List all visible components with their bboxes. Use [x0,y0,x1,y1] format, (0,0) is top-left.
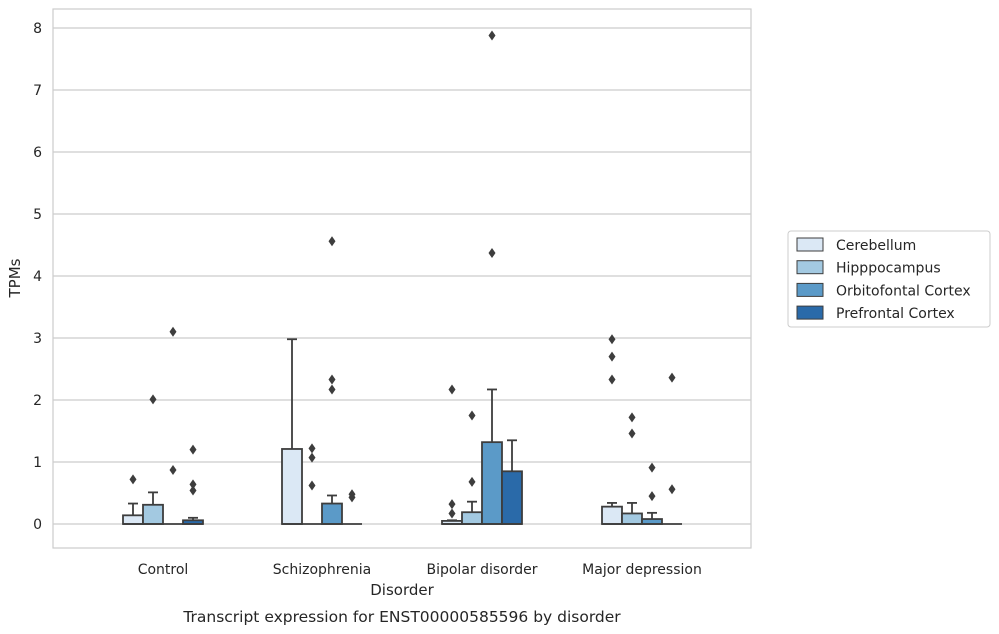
outlier-point [348,489,356,500]
outlier-point [328,374,336,385]
legend-swatch [796,305,824,320]
box-body [481,441,503,525]
legend-frame [787,230,991,328]
legend: Cerebellum Hipppocampus Orbitofontal Corte… [787,230,991,328]
box-body [281,448,303,525]
outlier-point [189,485,197,496]
y-tick-label: 0 [33,517,42,533]
y-tick-label: 4 [33,269,42,285]
box-body [601,505,623,525]
outlier-point [648,491,656,502]
box-group [321,236,343,525]
box-group [302,443,322,525]
legend-label: Cerebellum [836,238,916,254]
outlier-point [448,384,456,395]
box-body [122,514,144,525]
box-group [281,338,303,525]
outlier-point [149,394,157,405]
box-group [163,326,183,525]
outlier-point [608,334,616,345]
box-body [321,502,343,525]
y-tick-label: 1 [33,455,42,471]
outlier-point [668,484,676,495]
y-tick-label: 6 [33,145,42,161]
box-series [122,30,682,525]
x-tick-label: Control [138,562,189,578]
x-tick-label: Bipolar disorder [426,562,537,578]
plot-background [53,9,751,548]
box-group [142,394,164,525]
y-tick-label: 8 [33,21,42,37]
box-group [662,372,682,525]
outlier-point [328,384,336,395]
y-tick-label: 3 [33,331,42,347]
y-tick-label: 5 [33,207,42,223]
x-axis-label: Disorder [370,581,434,599]
outlier-point [328,236,336,247]
outlier-point [648,462,656,473]
outlier-point [189,444,197,455]
legend-swatch [796,237,824,252]
box-group [342,489,362,525]
outlier-point [129,474,137,485]
outlier-point [488,30,496,41]
x-tick-label: Major depression [582,562,702,578]
box-group [182,444,204,525]
legend-swatch [796,282,824,297]
box-body [142,503,164,525]
outlier-point [189,479,197,490]
outlier-point [169,326,177,337]
outlier-point [608,351,616,362]
box-group [641,462,663,525]
outlier-point [668,372,676,383]
outlier-point [169,465,177,476]
legend-label: Orbitofontal Cortex [836,283,971,299]
box-group [501,439,523,525]
legend-label: Prefrontal Cortex [836,306,955,322]
x-tick-label: Schizophrenia [273,562,371,578]
y-tick-label: 7 [33,83,42,99]
outlier-point [468,476,476,487]
outlier-point [308,452,316,463]
outlier-point [628,412,636,423]
box-group [441,384,463,525]
box-body [501,470,523,525]
outlier-point [448,508,456,519]
outlier-point [628,428,636,439]
legend-label: Hipppocampus [836,261,941,277]
y-axis-label: TPMs [6,258,24,298]
box-group [601,334,623,525]
legend-swatch [796,260,824,275]
y-tick-label: 2 [33,393,42,409]
chart-caption: Transcript expression for ENST0000058559… [182,608,621,626]
outlier-point [448,499,456,510]
box-body [461,511,483,525]
box-group [461,410,483,525]
outlier-point [608,374,616,385]
y-tick-labels: 0 1 2 3 4 5 6 7 8 [33,21,42,533]
outlier-point [308,443,316,454]
box-body [621,512,643,525]
outlier-point [488,248,496,259]
x-tick-labels: Control Schizophrenia Bipolar disorder Majo… [138,562,702,578]
outlier-point [468,410,476,421]
plot-frame [52,8,752,549]
outlier-point [308,480,316,491]
